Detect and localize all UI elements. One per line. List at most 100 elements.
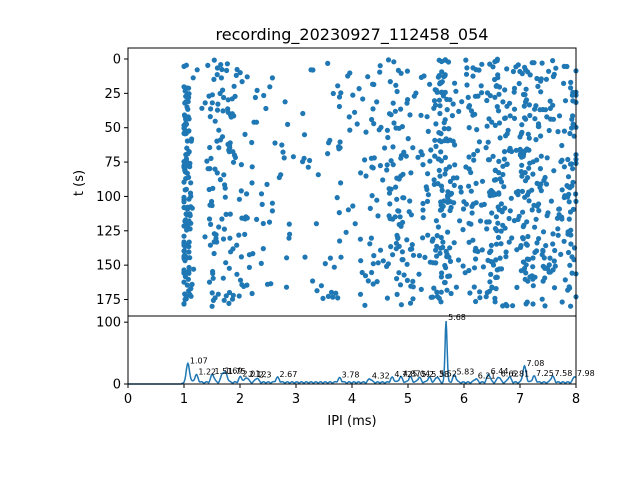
scatter-point xyxy=(570,179,576,185)
scatter-point xyxy=(538,133,544,139)
scatter-point xyxy=(221,94,227,101)
scatter-point xyxy=(371,253,377,259)
scatter-point xyxy=(218,75,224,81)
scatter-point xyxy=(547,255,553,261)
scatter-point xyxy=(359,269,365,276)
scatter-point xyxy=(183,176,189,182)
scatter-point xyxy=(471,151,477,158)
scatter-point xyxy=(457,218,463,224)
scatter-point xyxy=(502,225,508,231)
scatter-point xyxy=(396,270,402,276)
scatter-point xyxy=(428,147,434,153)
scatter-point xyxy=(523,270,529,276)
scatter-point xyxy=(463,57,469,63)
scatter-point xyxy=(433,143,439,149)
ipi-peak-label: 2.67 xyxy=(280,370,298,379)
scatter-point xyxy=(338,180,344,186)
scatter-point xyxy=(209,100,215,106)
scatter-point xyxy=(444,107,450,113)
scatter-point xyxy=(545,210,551,216)
scatter-point xyxy=(242,131,248,137)
scatter-point xyxy=(234,271,240,277)
scatter-point xyxy=(527,112,533,119)
scatter-point xyxy=(570,166,576,172)
scatter-point xyxy=(395,235,401,241)
scatter-point xyxy=(429,238,435,244)
scatter-point xyxy=(487,279,493,285)
scatter-point xyxy=(346,114,352,120)
scatter-point xyxy=(182,252,188,258)
ipi-xlabel: IPI (ms) xyxy=(327,414,376,429)
scatter-point xyxy=(350,92,356,98)
scatter-point xyxy=(387,216,393,222)
scatter-point xyxy=(286,221,292,227)
scatter-point xyxy=(503,249,509,255)
scatter-point xyxy=(515,192,521,198)
scatter-point xyxy=(330,294,336,300)
scatter-point xyxy=(404,68,410,74)
scatter-point xyxy=(489,285,495,291)
scatter-point xyxy=(335,83,341,89)
scatter-point xyxy=(218,62,224,68)
scatter-point xyxy=(485,139,491,145)
scatter-point xyxy=(511,89,517,95)
scatter-point xyxy=(267,84,273,90)
scatter-point xyxy=(513,147,519,153)
scatter-point xyxy=(391,59,397,65)
scatter-point xyxy=(187,211,193,217)
ipi-yticks: 0 100 xyxy=(96,316,128,393)
scatter-point xyxy=(466,154,472,160)
scatter-point xyxy=(233,72,239,78)
scatter-point xyxy=(238,254,244,260)
scatter-point xyxy=(539,60,545,66)
scatter-point xyxy=(336,146,342,152)
scatter-point xyxy=(336,103,342,110)
scatter-point xyxy=(556,206,563,212)
scatter-point xyxy=(231,83,237,89)
scatter-point xyxy=(222,194,228,200)
scatter-point xyxy=(534,180,540,186)
chart-title: recording_20230927_112458_054 xyxy=(216,25,489,45)
scatter-point xyxy=(492,76,498,83)
scatter-point xyxy=(215,101,221,107)
scatter-point xyxy=(480,264,486,270)
scatter-point xyxy=(508,195,514,201)
scatter-point xyxy=(500,99,506,105)
scatter-point xyxy=(435,224,441,230)
scatter-point xyxy=(347,127,353,133)
scatter-point xyxy=(451,182,457,188)
scatter-point xyxy=(546,262,552,268)
scatter-point xyxy=(189,205,195,211)
scatter-point xyxy=(398,153,405,159)
scatter-point xyxy=(221,226,227,232)
scatter-point xyxy=(513,64,519,70)
scatter-point xyxy=(432,153,438,159)
ipi-peak-label: 4.72 xyxy=(394,370,412,379)
scatter-point xyxy=(420,215,426,221)
scatter-point xyxy=(390,144,396,150)
scatter-point xyxy=(460,206,467,212)
scatter-point xyxy=(280,149,286,155)
scatter-point xyxy=(216,145,222,151)
ipi-xtick-label: 0 xyxy=(124,392,132,407)
scatter-point xyxy=(570,121,576,127)
scatter-point xyxy=(452,142,458,148)
scatter-ytick-label: 75 xyxy=(104,156,121,171)
scatter-point xyxy=(445,189,451,195)
scatter-point xyxy=(400,195,406,201)
scatter-point xyxy=(518,243,524,249)
scatter-point xyxy=(546,127,552,134)
scatter-point xyxy=(470,237,476,243)
scatter-point xyxy=(202,234,208,240)
ipi-xtick-label: 7 xyxy=(516,392,524,407)
ipi-peak-label: 4.87 xyxy=(403,369,421,378)
scatter-point xyxy=(315,172,321,178)
scatter-point xyxy=(509,235,515,241)
scatter-ytick-label: 25 xyxy=(104,87,121,102)
scatter-point xyxy=(432,102,439,108)
scatter-point xyxy=(362,273,369,279)
scatter-point xyxy=(380,177,386,183)
scatter-point xyxy=(451,240,457,246)
ipi-peak-label: 7.58 xyxy=(554,369,572,378)
scatter-point xyxy=(551,168,557,174)
